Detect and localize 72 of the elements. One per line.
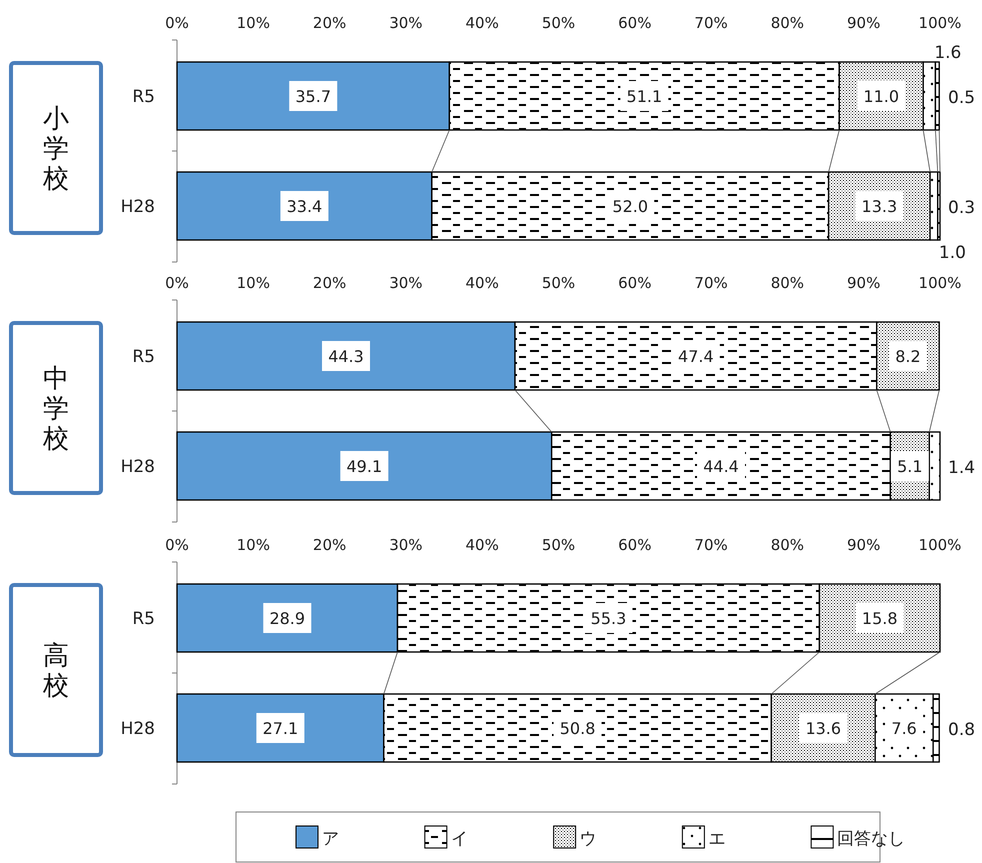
y-tick-label: H28 xyxy=(120,197,155,217)
data-label: 52.0 xyxy=(612,197,648,216)
data-label: 44.3 xyxy=(328,347,364,366)
x-tick-label: 80% xyxy=(770,536,804,554)
data-label: 51.1 xyxy=(626,87,662,106)
data-label: 15.8 xyxy=(862,609,898,628)
text: 高校 xyxy=(42,641,69,701)
data-label: 0.8 xyxy=(948,720,976,740)
x-tick-label: 40% xyxy=(466,274,499,292)
x-tick-label: 50% xyxy=(542,14,576,32)
x-tick-label: 0% xyxy=(165,274,189,292)
y-tick-label: H28 xyxy=(120,457,155,477)
y-tick-label: R5 xyxy=(132,87,155,107)
y-tick-label: R5 xyxy=(132,609,155,629)
x-tick-label: 20% xyxy=(312,274,346,292)
data-label: 49.1 xyxy=(346,457,382,476)
data-label: 1.6 xyxy=(934,43,962,63)
x-tick-label: 90% xyxy=(847,14,880,32)
data-label: 35.7 xyxy=(295,87,332,106)
x-tick-label: 80% xyxy=(770,274,804,292)
x-tick-label: 60% xyxy=(618,274,652,292)
x-tick-label: 100% xyxy=(918,274,962,292)
x-tick-label: 70% xyxy=(694,536,728,554)
legend-label: エ xyxy=(708,829,726,849)
y-tick-label: R5 xyxy=(132,347,155,367)
x-tick-label: 20% xyxy=(312,536,346,554)
data-label: 44.4 xyxy=(703,457,739,476)
data-label: 27.1 xyxy=(262,719,298,738)
data-label: 13.6 xyxy=(805,719,842,738)
x-tick-label: 10% xyxy=(236,14,270,32)
x-tick-label: 80% xyxy=(770,14,804,32)
x-tick-label: 90% xyxy=(847,536,880,554)
data-label: 50.8 xyxy=(560,719,596,738)
x-tick-label: 10% xyxy=(236,274,270,292)
data-label: 28.9 xyxy=(269,609,306,628)
data-label: 1.0 xyxy=(938,243,966,263)
data-label: 13.3 xyxy=(862,197,898,216)
x-tick-label: 70% xyxy=(694,14,728,32)
legend-label: イ xyxy=(450,829,468,849)
x-tick-label: 0% xyxy=(165,536,189,554)
legend-label: 回答なし xyxy=(837,829,906,849)
x-tick-label: 60% xyxy=(618,536,652,554)
x-tick-label: 60% xyxy=(618,14,652,32)
data-label: 8.2 xyxy=(895,347,921,366)
data-label: 0.5 xyxy=(948,88,976,108)
data-label: 47.4 xyxy=(678,347,714,366)
x-tick-label: 40% xyxy=(466,14,499,32)
x-tick-label: 50% xyxy=(542,274,576,292)
x-tick-label: 10% xyxy=(236,536,270,554)
x-tick-label: 40% xyxy=(466,536,499,554)
x-tick-label: 100% xyxy=(918,536,962,554)
data-label: 0.3 xyxy=(948,198,976,218)
data-label: 33.4 xyxy=(286,197,322,216)
text: 中学校 xyxy=(42,364,69,454)
text: 小学校 xyxy=(42,104,69,194)
x-tick-label: 70% xyxy=(694,274,728,292)
x-tick-label: 100% xyxy=(918,14,962,32)
legend-label: ウ xyxy=(580,829,597,849)
data-label: 55.3 xyxy=(590,609,626,628)
data-label: 1.4 xyxy=(948,458,976,478)
x-tick-label: 0% xyxy=(165,14,189,32)
data-label: 7.6 xyxy=(891,719,917,738)
data-label: 11.0 xyxy=(863,87,900,106)
x-tick-label: 30% xyxy=(389,14,423,32)
x-tick-label: 50% xyxy=(542,536,576,554)
legend-label: ア xyxy=(322,829,339,849)
y-tick-label: H28 xyxy=(120,719,155,739)
x-tick-label: 30% xyxy=(389,274,423,292)
data-label: 5.1 xyxy=(897,457,923,476)
x-tick-label: 90% xyxy=(847,274,880,292)
x-tick-label: 30% xyxy=(389,536,423,554)
x-tick-label: 20% xyxy=(312,14,346,32)
